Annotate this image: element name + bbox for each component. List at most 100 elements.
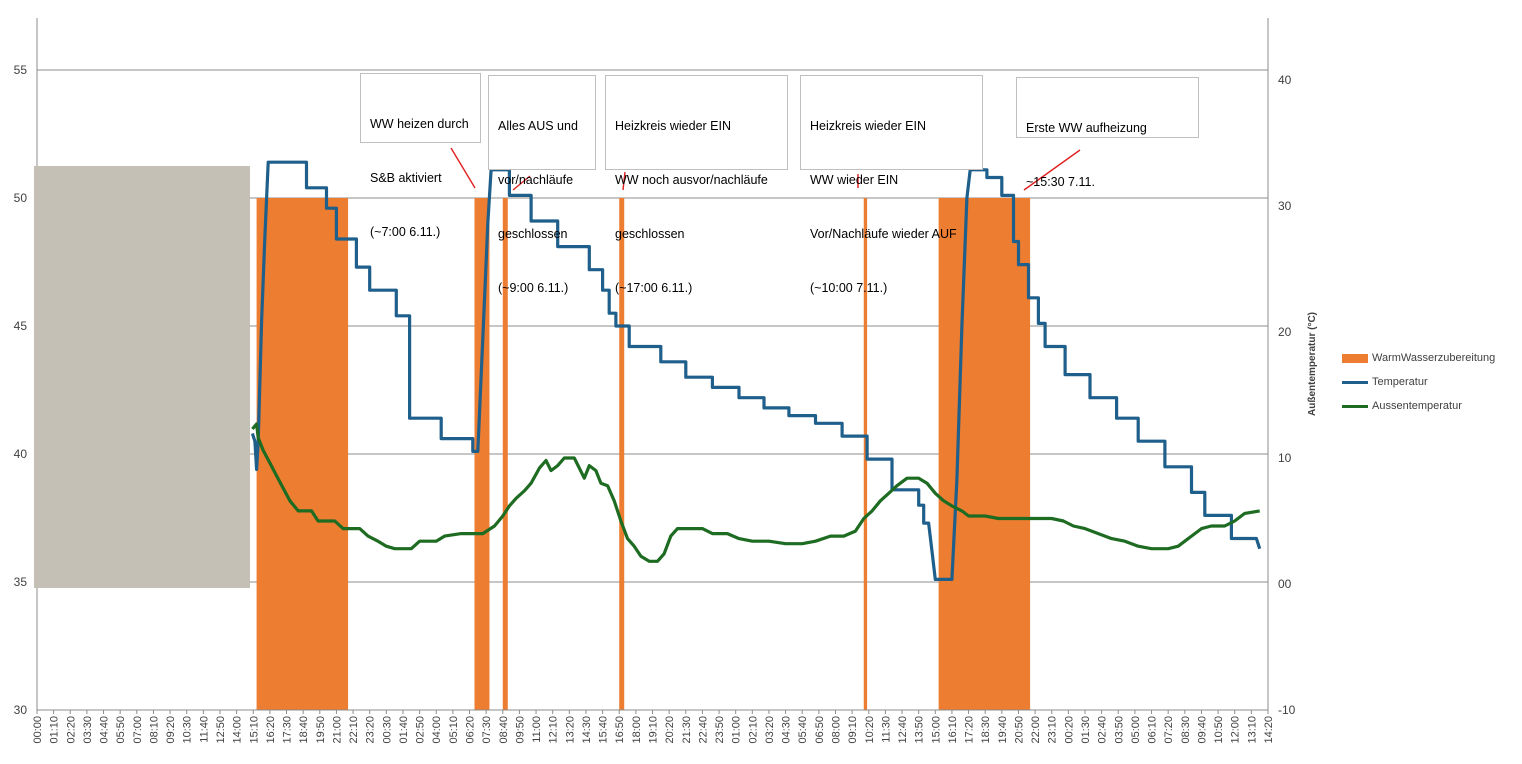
x-tick-label: 20:20 [664, 716, 676, 744]
x-tick-label: 04:30 [781, 716, 793, 744]
x-tick-label: 04:00 [431, 716, 443, 744]
legend-item[interactable]: Temperatur [1342, 370, 1517, 394]
right-tick-label: 20 [1278, 325, 1292, 339]
right-tick-label: 00 [1278, 577, 1292, 591]
x-tick-label: 04:40 [99, 716, 111, 744]
bar-series-warmwasser [256, 198, 1031, 710]
annotation-line: (~7:00 6.11.) [370, 225, 441, 239]
x-tick-label: 05:40 [797, 716, 809, 744]
annotation-connectors [450, 147, 1081, 191]
bar-segment [256, 198, 349, 710]
x-tick-label: 20:50 [1013, 716, 1025, 744]
x-tick-label: 01:10 [49, 716, 61, 744]
x-tick-label: 11:40 [198, 716, 210, 743]
x-tick-label: 21:00 [331, 716, 343, 744]
x-tick-label: 23:10 [1047, 716, 1059, 744]
x-tick-label: 02:40 [1097, 716, 1109, 744]
annotation-connector [450, 147, 476, 189]
annotation-connector [512, 175, 531, 191]
annotation-line: S&B aktiviert [370, 171, 442, 185]
x-tick-label: 00:20 [1063, 716, 1075, 744]
x-tick-label: 02:20 [65, 716, 77, 744]
right-axis-tick-labels: -10 00 10 20 30 40 [1278, 73, 1296, 717]
x-tick-label: 07:00 [132, 716, 144, 744]
bar-segment [474, 198, 490, 710]
x-tick-label: 10:20 [864, 716, 876, 744]
x-tick-label: 07:20 [1163, 716, 1175, 744]
x-tick-label: 19:40 [997, 716, 1009, 744]
x-tick-label: 22:40 [697, 716, 709, 744]
x-tick-label: 22:10 [348, 716, 360, 744]
x-tick-label: 05:50 [115, 716, 127, 744]
left-tick-label: 55 [14, 63, 28, 77]
x-tick-label: 07:30 [481, 716, 493, 744]
x-tick-label: 09:10 [847, 716, 859, 744]
aussentemperatur-line [251, 422, 1260, 563]
legend-swatch-line [1342, 404, 1368, 408]
occluding-block [34, 166, 250, 588]
legend-label: Aussentemperatur [1372, 400, 1462, 412]
right-tick-label: 40 [1278, 73, 1292, 87]
legend-swatch-bar [1342, 353, 1368, 363]
annotation-line: Alles AUS und [498, 119, 578, 133]
left-tick-label: 50 [14, 191, 28, 205]
x-tick-label: 12:10 [548, 716, 560, 744]
annotation-box: Heizkreis wieder EIN WW wieder EIN Vor/N… [800, 75, 983, 295]
x-tick-label: 01:30 [1080, 716, 1092, 744]
annotation-line: WW wieder EIN [810, 173, 899, 187]
x-tick-label: 17:30 [282, 716, 294, 744]
bar-segment [502, 198, 508, 710]
legend-item[interactable]: WarmWasserzubereitung [1342, 346, 1517, 370]
annotation-box: Erste WW aufheizung ~15:30 7.11. [1016, 77, 1199, 189]
x-tick-label: 18:40 [298, 716, 310, 744]
x-tick-label: 08:30 [1180, 716, 1192, 744]
annotation-box: Alles AUS und vor/nachläufe geschlossen … [488, 75, 596, 295]
x-tick-label: 03:30 [82, 716, 94, 744]
x-tick-label: 00:00 [32, 716, 44, 744]
x-tick-label: 15:40 [598, 716, 610, 744]
x-tick-label: 01:40 [398, 716, 410, 744]
x-tick-label: 18:30 [980, 716, 992, 744]
annotation-line: WW heizen durch [370, 117, 469, 131]
x-tick-label: 14:00 [232, 716, 244, 744]
annotation-line: Erste WW aufheizung [1026, 121, 1147, 135]
left-tick-label: 40 [14, 447, 28, 461]
annotation-line: geschlossen [615, 227, 685, 241]
x-tick-label: 19:50 [315, 716, 327, 744]
x-axis-tick-labels: 00:00 01:10 02:20 03:30 04:40 05:50 07:00 08:10… [32, 710, 1275, 744]
x-tick-label: 13:50 [914, 716, 926, 744]
bar-segment [938, 198, 1031, 710]
annotation-line: ~15:30 7.11. [1026, 175, 1095, 189]
x-tick-label: 06:50 [814, 716, 826, 744]
x-tick-label: 01:00 [731, 716, 743, 744]
legend-item[interactable]: Aussentemperatur [1342, 394, 1517, 418]
x-tick-label: 16:10 [947, 716, 959, 744]
left-axis-tick-labels: 30 35 40 45 50 55 [14, 63, 28, 717]
annotation-line: vor/nachläufe [498, 173, 574, 187]
x-tick-label: 23:50 [714, 716, 726, 744]
x-tick-label: 12:40 [897, 716, 909, 744]
x-tick-label: 19:10 [648, 716, 660, 744]
x-tick-label: 05:00 [1130, 716, 1142, 744]
x-tick-label: 06:10 [1147, 716, 1159, 744]
x-tick-label: 13:20 [564, 716, 576, 744]
x-tick-label: 12:50 [215, 716, 227, 744]
x-tick-label: 21:30 [681, 716, 693, 744]
annotation-line: geschlossen [498, 227, 568, 241]
x-tick-label: 22:00 [1030, 716, 1042, 744]
x-tick-label: 11:00 [531, 716, 543, 743]
x-tick-label: 23:20 [365, 716, 377, 744]
x-tick-label: 10:50 [1213, 716, 1225, 744]
annotation-box: WW heizen durch S&B aktiviert (~7:00 6.1… [360, 73, 481, 239]
x-tick-label: 08:00 [830, 716, 842, 744]
chart-legend: WarmWasserzubereitung Temperatur Aussent… [1342, 346, 1517, 418]
x-tick-label: 14:20 [1263, 716, 1275, 744]
annotation-box: Heizkreis wieder EIN WW noch ausvor/nach… [605, 75, 788, 295]
annotation-connector [622, 171, 626, 191]
x-tick-label: 11:30 [880, 716, 892, 743]
x-tick-label: 09:40 [1196, 716, 1208, 744]
left-tick-label: 35 [14, 575, 28, 589]
annotation-line: (~10:00 7.11.) [810, 281, 888, 295]
